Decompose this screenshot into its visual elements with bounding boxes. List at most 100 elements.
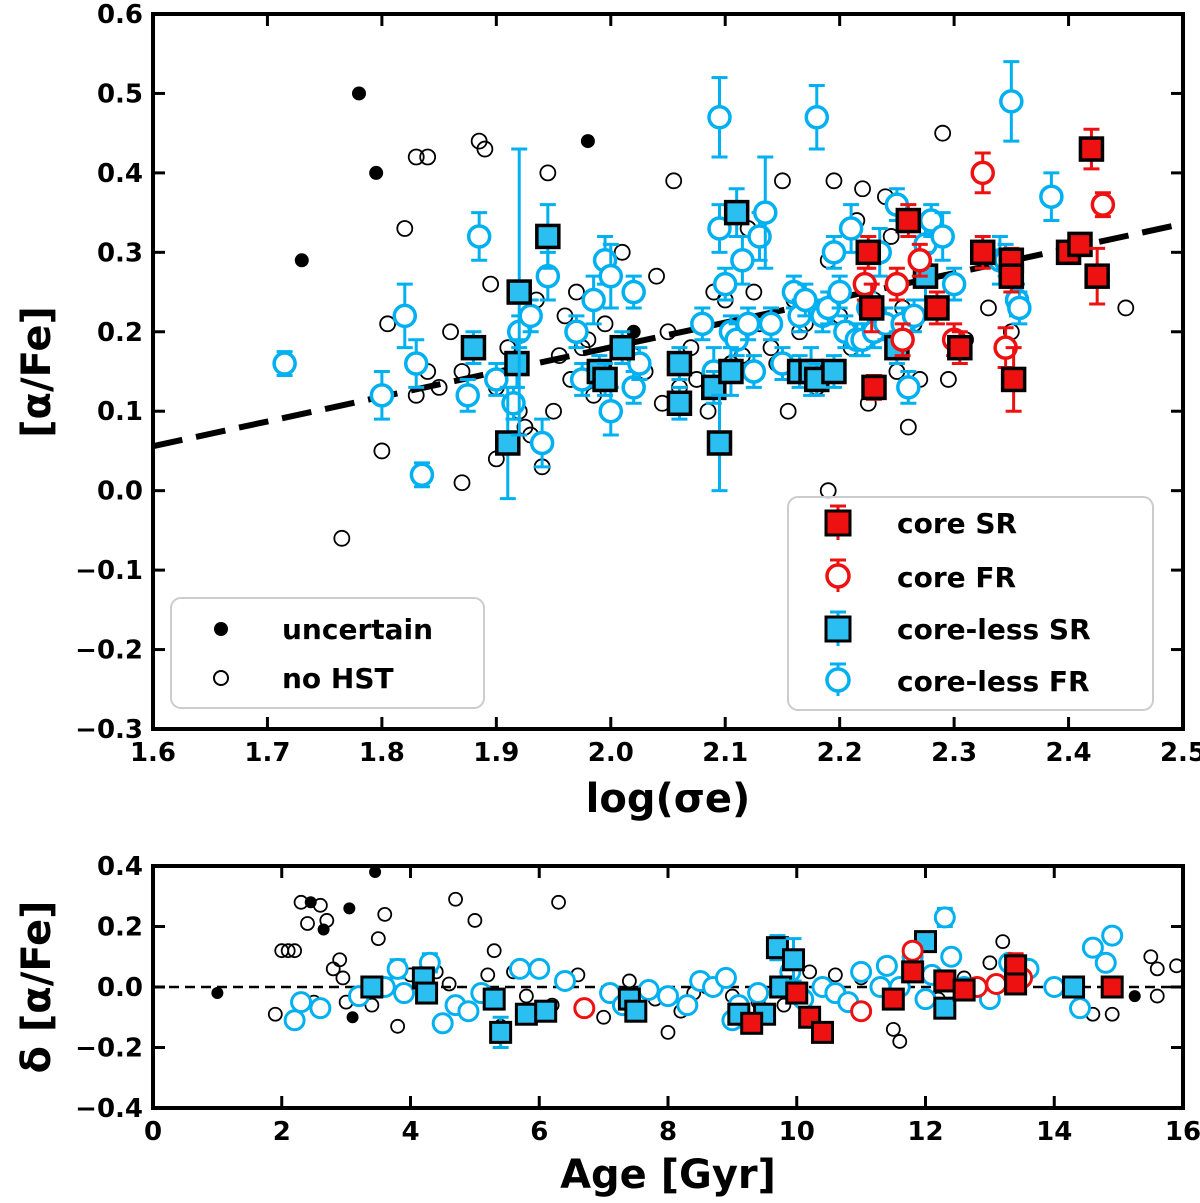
point-core-less-fr <box>637 979 660 1002</box>
point-no-hst <box>568 283 585 301</box>
x-tick-label: 4 <box>401 1117 419 1147</box>
point-core-less-fr <box>598 398 624 424</box>
point-no-hst <box>373 442 391 460</box>
y-tick-label: −0.1 <box>75 556 143 586</box>
bottom-y-axis-label: δ [α/Fe] <box>14 901 60 1074</box>
x-tick-label: 2.0 <box>588 738 634 768</box>
point-core-less-fr <box>564 319 589 345</box>
point-no-hst <box>476 140 494 158</box>
point-core-fr <box>970 160 995 186</box>
point-core-less-sr <box>415 981 439 1005</box>
point-core-less-fr <box>484 367 509 392</box>
point-core-less-fr <box>1007 295 1032 321</box>
point-uncertain <box>352 86 366 101</box>
point-core-less-fr <box>875 954 898 977</box>
point-no-hst <box>518 988 534 1004</box>
point-uncertain <box>294 253 309 268</box>
legend-square-marker <box>824 615 852 643</box>
point-no-hst <box>779 402 797 420</box>
legend-left: uncertain no HST <box>170 597 485 709</box>
x-tick-label: 1.6 <box>130 738 176 768</box>
point-no-hst <box>448 891 463 907</box>
legend-label: core SR <box>897 507 1017 540</box>
point-core-less-fr <box>850 960 873 983</box>
legend-entry-no-hst: no HST <box>213 662 394 695</box>
legend-open-dot-marker <box>213 670 229 686</box>
point-core-less-fr <box>676 994 699 1017</box>
point-core-sr <box>933 969 957 993</box>
point-core-less-sr <box>666 350 693 377</box>
point-core-fr <box>901 939 924 962</box>
top-y-axis-label: [α/Fe] <box>14 306 60 437</box>
y-tick-label: −0.3 <box>75 715 143 745</box>
point-no-hst <box>819 482 837 500</box>
point-core-fr <box>985 972 1008 995</box>
legend-circle-marker <box>825 563 851 589</box>
point-core-less-fr <box>714 966 737 989</box>
point-core-less-fr <box>747 224 772 249</box>
top-axes-frame <box>151 12 1185 731</box>
y-tick-label: 0.6 <box>97 0 143 30</box>
point-core-less-sr <box>933 996 957 1020</box>
x-tick-label: 2.2 <box>817 738 863 768</box>
point-core-sr <box>811 1020 834 1044</box>
point-no-hst <box>335 970 351 986</box>
point-core-sr <box>740 1011 764 1035</box>
point-core-less-sr <box>514 1002 538 1026</box>
point-no-hst <box>899 418 917 436</box>
point-no-hst <box>280 943 296 959</box>
y-tick-label: 0.5 <box>97 79 143 109</box>
legend-label: no HST <box>282 662 394 695</box>
point-core-less-fr <box>1101 924 1124 947</box>
point-uncertain <box>211 987 224 1000</box>
point-core-less-fr <box>1094 951 1117 974</box>
point-core-less-fr <box>896 375 921 400</box>
y-tick-label: −0.4 <box>75 1094 143 1124</box>
point-core-less-sr <box>723 199 750 226</box>
point-core-less-fr <box>933 906 956 929</box>
top-ticks: 1.6 1.7 1.8 1.9 2.0 2.1 2.2 2.3 2.4 2.5 −0.3 −0.2 −0… <box>75 0 1200 768</box>
y-tick-label: 0.2 <box>97 318 143 348</box>
x-tick-label: 12 <box>907 1117 943 1147</box>
point-core-fr <box>884 271 910 297</box>
legend-dot-marker <box>214 622 228 636</box>
point-core-less-fr <box>730 248 755 273</box>
y-tick-label: 0.0 <box>97 477 143 507</box>
point-core-sr <box>1078 136 1105 162</box>
x-tick-label: 1.7 <box>244 738 290 768</box>
point-no-hst <box>300 916 315 931</box>
point-core-less-sr <box>506 279 532 305</box>
point-core-less-fr <box>409 462 435 488</box>
point-core-less-sr <box>489 1020 513 1044</box>
point-uncertain <box>317 923 330 936</box>
point-no-hst <box>539 164 557 182</box>
point-core-less-fr <box>290 991 313 1014</box>
point-core-less-fr <box>1043 976 1066 998</box>
point-core-less-sr <box>495 430 521 456</box>
top-plot-area <box>153 60 1183 547</box>
point-core-sr <box>1000 366 1027 393</box>
y-tick-label: 0.1 <box>97 397 143 427</box>
point-no-hst <box>441 976 457 992</box>
point-no-hst <box>390 1018 406 1034</box>
point-core-less-fr <box>529 430 555 456</box>
legend-square-marker <box>824 509 852 537</box>
top-panel: 1.6 1.7 1.8 1.9 2.0 2.1 2.2 2.3 2.4 2.5 −0.3 −0.2 −0… <box>14 0 1200 822</box>
point-no-hst <box>934 124 952 142</box>
point-core-less-fr <box>747 982 770 1005</box>
y-tick-label: 0.2 <box>97 913 143 943</box>
point-no-hst <box>1169 958 1183 974</box>
y-tick-label: 0.0 <box>97 973 143 1003</box>
point-core-less-fr <box>403 351 429 376</box>
x-tick-label: 1.8 <box>359 738 405 768</box>
x-tick-label: 6 <box>530 1117 548 1147</box>
point-no-hst <box>995 934 1011 950</box>
point-no-hst <box>745 283 763 301</box>
point-core-less-fr <box>554 969 576 992</box>
legend-label: core FR <box>897 561 1016 594</box>
point-no-hst <box>407 148 425 166</box>
point-core-less-fr <box>621 279 646 305</box>
point-no-hst <box>659 323 677 341</box>
point-no-hst <box>377 907 393 922</box>
point-no-hst <box>551 894 566 910</box>
